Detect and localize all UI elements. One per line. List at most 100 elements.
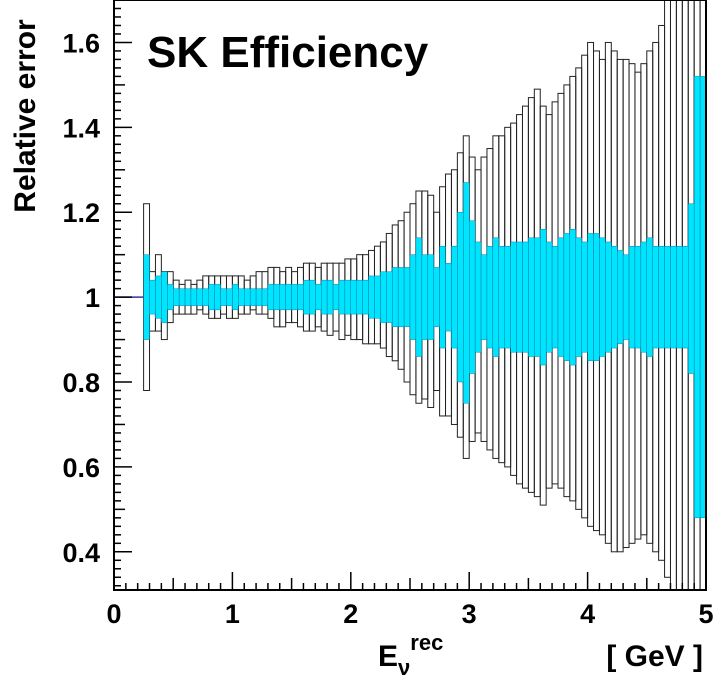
inner-error-bar: [605, 241, 612, 353]
inner-error-bar: [149, 279, 156, 315]
inner-error-bar: [498, 245, 505, 349]
inner-error-bar: [344, 279, 352, 315]
inner-error-bar: [184, 288, 192, 306]
inner-error-bar: [220, 288, 227, 306]
inner-error-bar: [309, 279, 316, 315]
inner-error-bar: [628, 245, 636, 349]
inner-error-bar: [315, 284, 322, 311]
inner-error-bar: [575, 237, 582, 357]
y-tick-label: 0.6: [62, 453, 100, 483]
inner-error-bar: [652, 245, 659, 349]
inner-error-bar: [439, 245, 446, 349]
x-tick-label: 4: [580, 599, 595, 629]
inner-error-bar: [261, 288, 269, 306]
inner-error-bar: [540, 229, 547, 366]
inner-error-bar: [285, 284, 292, 311]
inner-error-bar: [504, 245, 511, 349]
chart-title: SK Efficiency: [147, 28, 429, 77]
inner-error-bar: [397, 267, 405, 328]
inner-error-bar: [581, 241, 588, 353]
x-tick-label: 1: [225, 599, 240, 629]
inner-error-bar: [208, 284, 215, 311]
inner-error-bar: [474, 241, 482, 353]
inner-error-bars: [143, 76, 706, 519]
inner-error-bar: [356, 279, 363, 315]
inner-error-bar: [267, 284, 275, 311]
inner-error-bar: [699, 76, 706, 519]
x-tick-label: 2: [343, 599, 358, 629]
inner-error-bar: [670, 245, 677, 349]
inner-error-bar: [279, 284, 286, 311]
inner-error-bar: [587, 233, 594, 361]
inner-error-bar: [676, 245, 683, 349]
inner-error-bar: [321, 279, 328, 315]
x-axis-label-symbol: E: [378, 640, 398, 673]
inner-error-bar: [362, 279, 369, 315]
inner-error-bar: [368, 275, 375, 319]
y-tick-label: 1: [85, 283, 100, 313]
inner-error-bar: [326, 279, 334, 315]
inner-error-bar: [155, 275, 162, 319]
inner-error-bar: [409, 254, 417, 340]
inner-error-bar: [202, 288, 209, 306]
inner-error-bar: [480, 254, 488, 340]
inner-error-bar: [516, 241, 523, 353]
inner-error-bar: [386, 271, 393, 323]
inner-error-bar: [143, 254, 150, 340]
x-tick-label: 3: [462, 599, 477, 629]
inner-error-bar: [634, 245, 642, 349]
x-axis-label: Eνrec: [378, 630, 443, 680]
inner-error-bar: [297, 284, 304, 311]
inner-error-bar: [350, 279, 357, 315]
inner-error-bar: [682, 245, 689, 349]
inner-error-bar: [167, 284, 174, 311]
inner-error-bar: [622, 254, 630, 340]
inner-error-bar: [178, 288, 186, 306]
x-axis-ticks: 0 1 2 3 4 5: [106, 572, 714, 629]
x-tick-label: 0: [106, 599, 121, 629]
inner-error-bar: [338, 279, 346, 315]
x-tick-label: 5: [698, 599, 713, 629]
inner-error-bar: [232, 284, 239, 311]
inner-error-bar: [374, 275, 381, 319]
inner-error-bar: [611, 245, 618, 349]
inner-error-bar: [291, 284, 298, 311]
inner-error-bar: [196, 288, 204, 306]
inner-error-bar: [457, 212, 464, 383]
inner-error-bar: [249, 288, 257, 306]
inner-error-bar: [421, 254, 428, 340]
inner-error-bar: [380, 271, 387, 323]
y-tick-label: 0.8: [62, 368, 100, 398]
inner-error-bar: [427, 254, 434, 340]
inner-error-bar: [451, 245, 458, 349]
inner-error-bar: [617, 250, 624, 345]
inner-error-bar: [557, 237, 565, 357]
inner-error-bar: [226, 288, 233, 306]
inner-error-bar: [332, 284, 340, 311]
inner-error-bar: [469, 220, 476, 374]
y-axis-label: Relative error: [9, 19, 42, 213]
inner-error-bar: [303, 279, 310, 315]
inner-error-bar: [563, 233, 571, 361]
y-axis-ticks: 0.4 0.6 0.8 1 1.2 1.4 1.6: [62, 0, 132, 587]
inner-error-bar: [640, 241, 648, 353]
inner-error-bar: [255, 288, 263, 306]
inner-error-bar: [545, 241, 553, 353]
inner-error-bar: [161, 271, 168, 323]
x-axis-unit: [ GeV ]: [606, 640, 703, 673]
inner-error-bar: [433, 267, 440, 328]
inner-error-bar: [244, 288, 251, 306]
inner-error-bar: [190, 288, 198, 306]
inner-error-bar: [551, 245, 559, 349]
inner-error-bar: [658, 245, 665, 349]
inner-error-bar: [172, 288, 180, 306]
y-tick-label: 1.6: [62, 28, 100, 58]
inner-error-bar: [693, 76, 701, 519]
x-axis-label-superscript: rec: [410, 630, 443, 655]
inner-error-bar: [510, 241, 517, 353]
inner-error-bar: [392, 267, 399, 328]
inner-error-bar: [569, 229, 576, 366]
inner-error-bar: [528, 237, 535, 357]
inner-error-bar: [273, 284, 280, 311]
inner-error-bar: [492, 237, 500, 357]
